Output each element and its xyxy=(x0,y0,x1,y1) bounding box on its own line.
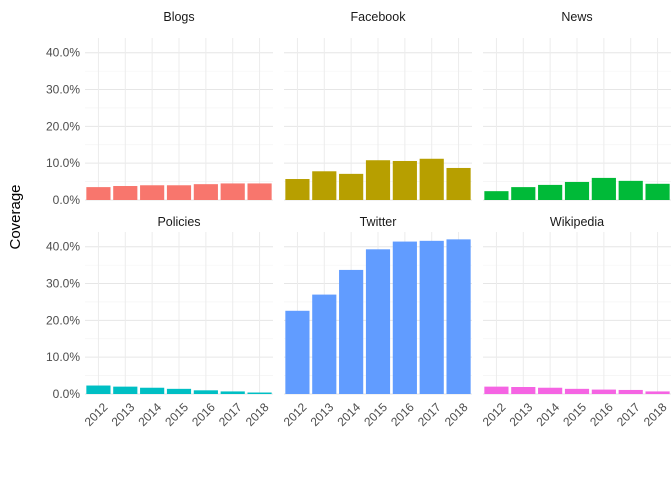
bar-wikipedia-2012 xyxy=(484,386,509,394)
x-tick-label: 2014 xyxy=(334,400,363,429)
facet-title: Policies xyxy=(157,215,200,229)
bar-blogs-2012 xyxy=(86,187,111,200)
bar-news-2014 xyxy=(538,184,563,200)
x-tick-label: 2016 xyxy=(388,400,417,429)
bar-blogs-2013 xyxy=(113,186,138,200)
x-tick-label: 2017 xyxy=(614,400,643,429)
bar-blogs-2016 xyxy=(193,184,218,200)
facet-blogs: Blogs 0.0% 10.0% 20.0% 30.0% 40.0% xyxy=(46,10,273,207)
y-axis-title: Coverage xyxy=(7,184,24,249)
y-tick-label: 0.0% xyxy=(53,193,81,207)
bar-policies-2013 xyxy=(113,386,138,394)
bar-wikipedia-2013 xyxy=(511,387,536,394)
y-tick-label: 40.0% xyxy=(46,240,80,254)
bar-facebook-2018 xyxy=(446,167,471,200)
x-tick-label: 2015 xyxy=(361,400,390,429)
bar-twitter-2013 xyxy=(312,294,337,394)
bar-policies-2017 xyxy=(220,391,245,394)
bar-twitter-2015 xyxy=(365,249,391,394)
bar-blogs-2014 xyxy=(140,185,165,200)
y-tick-label: 20.0% xyxy=(46,119,80,133)
bar-policies-2014 xyxy=(140,387,165,394)
x-tick-label: 2012 xyxy=(82,400,111,429)
bar-facebook-2016 xyxy=(392,160,417,200)
y-tick-label: 30.0% xyxy=(46,277,80,291)
x-tick-label: 2017 xyxy=(216,400,245,429)
facet-news: News xyxy=(483,10,671,201)
x-tick-label: 2017 xyxy=(415,400,444,429)
bar-twitter-2016 xyxy=(392,241,417,394)
bar-policies-2016 xyxy=(193,390,218,394)
y-tick-label: 10.0% xyxy=(46,350,80,364)
bar-news-2012 xyxy=(484,191,509,200)
x-tick-label: 2015 xyxy=(560,400,589,429)
x-tick-label: 2018 xyxy=(243,400,272,429)
x-tick-label: 2018 xyxy=(442,400,471,429)
y-tick-label: 10.0% xyxy=(46,156,80,170)
bar-news-2013 xyxy=(511,187,536,200)
x-tick-label: 2012 xyxy=(480,400,509,429)
facet-facebook: Facebook xyxy=(284,10,472,201)
x-tick-label: 2014 xyxy=(533,400,562,429)
x-tick-label: 2012 xyxy=(281,400,310,429)
bar-wikipedia-2015 xyxy=(564,388,590,394)
y-tick-label: 40.0% xyxy=(46,46,80,60)
x-tick-label: 2013 xyxy=(109,400,138,429)
facet-title: Twitter xyxy=(360,215,397,229)
bar-policies-2012 xyxy=(86,385,111,394)
bar-twitter-2012 xyxy=(285,310,310,394)
bar-wikipedia-2018 xyxy=(645,391,670,394)
bar-twitter-2017 xyxy=(419,240,444,394)
bar-twitter-2014 xyxy=(339,269,364,394)
bar-news-2017 xyxy=(618,180,643,200)
bar-facebook-2015 xyxy=(365,160,391,200)
bar-news-2018 xyxy=(645,183,670,200)
x-tick-label: 2015 xyxy=(162,400,191,429)
facet-policies: Policies 0.0% 10.0% 20.0% 30.0% 40.0% 20122013… xyxy=(46,215,273,429)
y-tick-label: 20.0% xyxy=(46,313,80,327)
bar-facebook-2013 xyxy=(312,171,337,200)
facet-title: Facebook xyxy=(351,10,407,24)
x-tick-label: 2018 xyxy=(641,400,670,429)
bar-wikipedia-2016 xyxy=(591,389,616,394)
x-tick-label: 2013 xyxy=(308,400,337,429)
x-tick-label: 2016 xyxy=(587,400,616,429)
y-tick-label: 0.0% xyxy=(53,387,81,401)
y-tick-label: 30.0% xyxy=(46,83,80,97)
facet-title: News xyxy=(561,10,592,24)
bar-blogs-2018 xyxy=(247,183,272,200)
chart-panels: Blogs 0.0% 10.0% 20.0% 30.0% 40.0% Facebook New… xyxy=(46,10,671,429)
bar-blogs-2017 xyxy=(220,183,245,200)
bar-policies-2018 xyxy=(247,392,272,394)
bar-news-2016 xyxy=(591,177,616,200)
x-tick-label: 2014 xyxy=(135,400,164,429)
bar-facebook-2017 xyxy=(419,158,444,200)
bar-news-2015 xyxy=(564,181,590,200)
facet-title: Blogs xyxy=(163,10,194,24)
bar-wikipedia-2014 xyxy=(538,387,563,394)
bar-blogs-2015 xyxy=(166,185,192,200)
x-tick-label: 2013 xyxy=(507,400,536,429)
facet-title: Wikipedia xyxy=(550,215,604,229)
x-tick-label: 2016 xyxy=(189,400,218,429)
bar-wikipedia-2017 xyxy=(618,389,643,394)
bar-twitter-2018 xyxy=(446,239,471,394)
bar-policies-2015 xyxy=(166,388,192,394)
bar-facebook-2012 xyxy=(285,179,310,200)
bar-facebook-2014 xyxy=(339,173,364,200)
